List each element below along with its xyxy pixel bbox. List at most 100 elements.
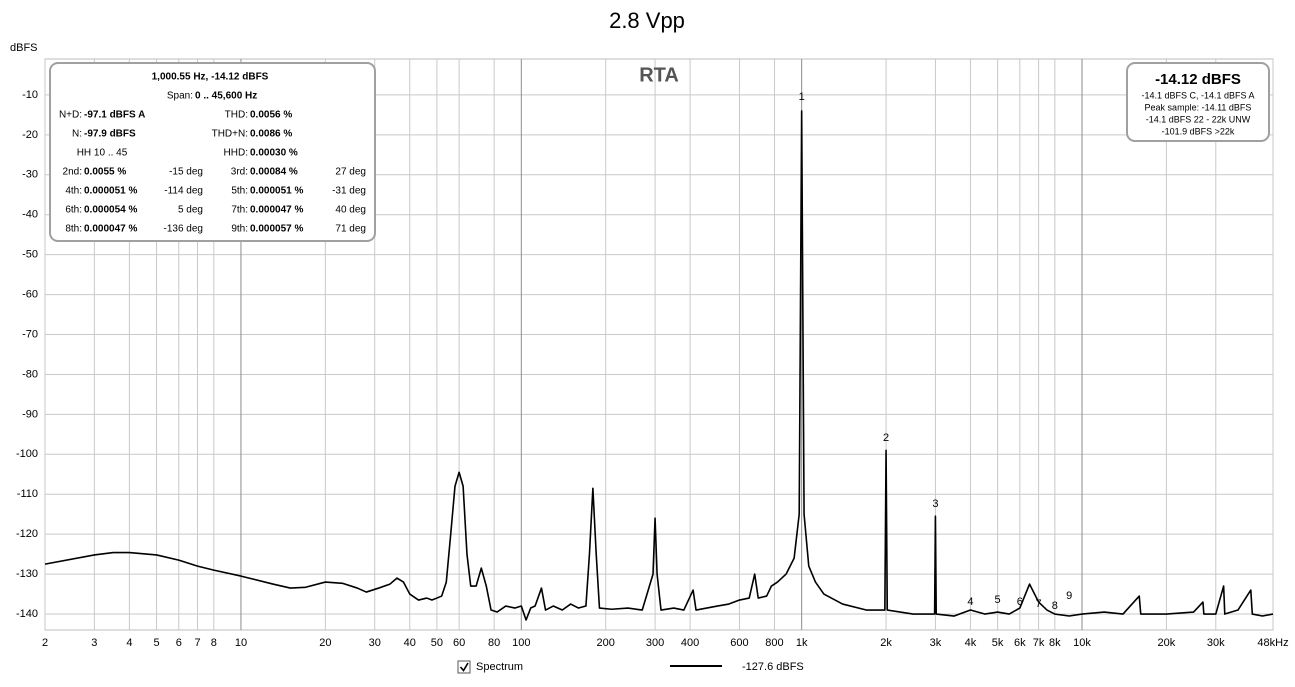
measure-value: 0.0086 % <box>250 129 292 140</box>
info-box <box>49 62 376 242</box>
box-texts: 1,000.55 Hz, -14.12 dBFS Span: 0 .. 45,600… <box>59 71 1255 235</box>
harmonic-value: 0.000047 % <box>250 205 303 216</box>
x-tick-label: 7k <box>1033 637 1045 649</box>
harmonic-value: 0.000051 % <box>84 186 137 197</box>
measure-value: -97.1 dBFS A <box>84 110 145 121</box>
measure-label: HHD: <box>224 148 248 159</box>
x-tick-label: 4 <box>126 637 132 649</box>
harmonic-value: 0.00084 % <box>250 167 298 178</box>
checkmark <box>459 662 469 672</box>
x-tick-label: 5k <box>992 637 1004 649</box>
harmonic-label: 2nd: <box>63 167 82 178</box>
harmonic-value: 0.000057 % <box>250 224 303 235</box>
x-tick-label: 60 <box>453 637 465 649</box>
info-header: 1,000.55 Hz, -14.12 dBFS <box>152 72 269 83</box>
measure-value: 0.0056 % <box>250 110 292 121</box>
measure-label: THD+N: <box>212 129 248 140</box>
plot-label: RTA <box>639 64 679 86</box>
harmonic-phase: 71 deg <box>335 224 366 235</box>
harmonic-marker: 4 <box>967 596 973 608</box>
level-headline: -14.12 dBFS <box>1155 71 1241 88</box>
level-line: -14.1 dBFS 22 - 22k UNW <box>1146 114 1251 124</box>
x-tick-label: 8k <box>1049 637 1061 649</box>
x-tick-label: 3 <box>91 637 97 649</box>
y-tick-label: -60 <box>22 288 38 300</box>
x-tick-label: 30 <box>369 637 381 649</box>
measure-label: HH 10 .. 45 <box>77 148 128 159</box>
harmonic-label: 3rd: <box>231 167 248 178</box>
measure-value: 0.00030 % <box>250 148 298 159</box>
harmonic-label: 9th: <box>231 224 248 235</box>
x-tick-label: 50 <box>431 637 443 649</box>
x-tick-label: 10 <box>235 637 247 649</box>
x-tick-label: 5 <box>154 637 160 649</box>
harmonic-value: 0.000054 % <box>84 205 137 216</box>
plot: 1 2 3 4 5 6 7 89 <box>44 91 1274 621</box>
harmonic-marker: 8 <box>1052 600 1058 612</box>
x-tick-label: 20 <box>319 637 331 649</box>
y-tick-label: -80 <box>22 368 38 380</box>
y-tick-label: -110 <box>17 488 38 500</box>
x-tick-label: 8 <box>211 637 217 649</box>
harmonic-phase: -15 deg <box>169 167 203 178</box>
y-tick-label: -20 <box>22 129 38 141</box>
x-tick-label: 6k <box>1014 637 1026 649</box>
y-tick-label: -40 <box>22 209 38 221</box>
y-tick-label: -90 <box>22 408 38 420</box>
harmonic-phase: 40 deg <box>335 205 366 216</box>
x-tick-label: 800 <box>765 637 783 649</box>
x-tick-label: 200 <box>597 637 615 649</box>
measure-label: N+D: <box>59 110 82 121</box>
harmonic-marker: 9 <box>1066 590 1072 602</box>
x-tick-label: 30k <box>1207 637 1225 649</box>
x-tick-label: 2k <box>880 637 892 649</box>
y-axis-label: dBFS <box>10 42 38 54</box>
grid <box>44 59 1274 630</box>
harmonic-label: 7th: <box>231 205 248 216</box>
x-tick-label: 40 <box>404 637 416 649</box>
x-tick-label: 3k <box>930 637 942 649</box>
x-tick-label: 4k <box>965 637 977 649</box>
harmonic-phase: -31 deg <box>332 186 366 197</box>
legend-label: Spectrum <box>476 661 523 673</box>
measure-label: THD: <box>225 110 248 121</box>
harmonic-phase: 27 deg <box>335 167 366 178</box>
x-tick-label: 48kHz <box>1257 637 1288 649</box>
measure-label: N: <box>72 129 82 140</box>
x-tick-label: 7 <box>194 637 200 649</box>
harmonic-phase: -114 deg <box>164 186 203 197</box>
level-line: -101.9 dBFS >22k <box>1162 126 1235 136</box>
harmonic-phase: -136 deg <box>164 224 203 235</box>
harmonic-value: 0.0055 % <box>84 167 126 178</box>
x-tick-label: 6 <box>176 637 182 649</box>
harmonic-marker: 5 <box>995 594 1001 606</box>
y-tick-label: -30 <box>22 169 38 181</box>
x-tick-label: 400 <box>681 637 699 649</box>
harmonic-marker: 3 <box>932 498 938 510</box>
x-tick-label: 100 <box>512 637 530 649</box>
x-tick-label: 600 <box>730 637 748 649</box>
level-box <box>1126 62 1270 142</box>
harmonic-value: 0.000047 % <box>84 224 137 235</box>
x-tick-label: 300 <box>646 637 664 649</box>
y-tick-label: -70 <box>22 328 38 340</box>
x-tick-label: 20k <box>1158 637 1176 649</box>
harmonic-label: 6th: <box>65 205 82 216</box>
x-tick-label: 1k <box>796 637 808 649</box>
chart-title: 2.8 Vpp <box>609 8 685 33</box>
level-line: Peak sample: -14.11 dBFS <box>1145 102 1252 112</box>
y-tick-label: -10 <box>22 89 38 101</box>
harmonic-marker: 6 <box>1017 596 1023 608</box>
harmonic-marker: 2 <box>883 432 889 444</box>
harmonic-marker: 1 <box>799 91 805 103</box>
span-value: 0 .. 45,600 Hz <box>195 91 257 102</box>
y-tick-label: -120 <box>16 528 38 540</box>
harmonic-phase: 5 deg <box>178 205 203 216</box>
x-tick-label: 10k <box>1073 637 1091 649</box>
harmonic-label: 8th: <box>65 224 82 235</box>
span-label: Span: <box>167 91 193 102</box>
y-tick-label: -140 <box>16 608 38 620</box>
spectrum-line <box>44 110 1274 621</box>
y-tick-label: -50 <box>22 249 38 261</box>
